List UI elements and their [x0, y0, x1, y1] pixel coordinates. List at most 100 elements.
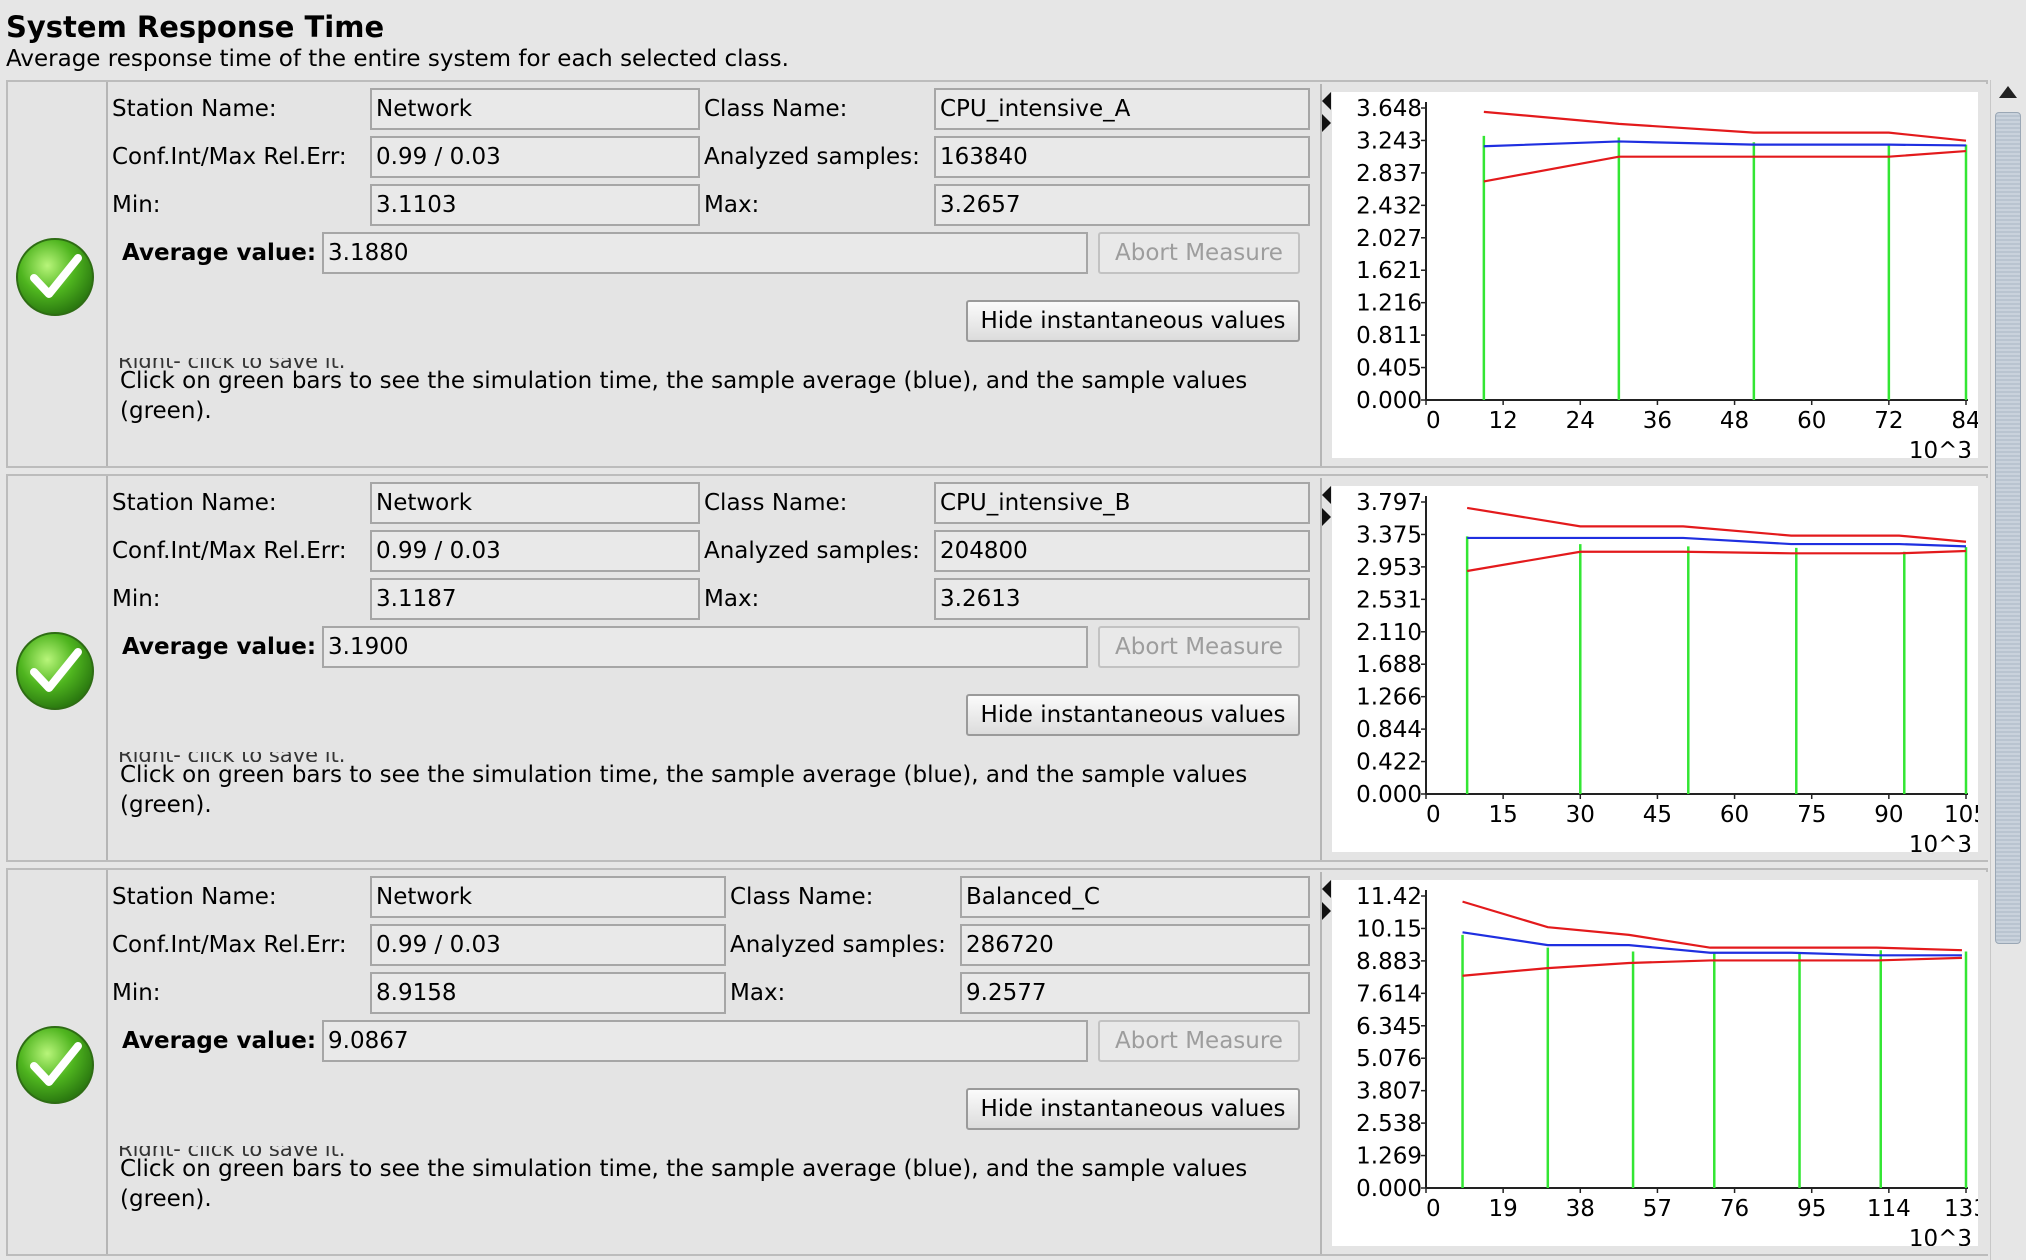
station-name-field: Network [370, 876, 726, 918]
response-time-chart[interactable]: 3.648 3.243 2.837 2.432 2.027 1.621 1.216 0.811… [1332, 92, 1978, 458]
max-label: Max: [730, 980, 786, 1006]
y-tick-label: 2.538 [1356, 1111, 1422, 1137]
y-tick-label: 5.076 [1356, 1046, 1422, 1072]
hide-instantaneous-values-button[interactable]: Hide instantaneous values [966, 694, 1300, 736]
response-time-chart[interactable]: 11.42 10.15 8.883 7.614 6.345 5.076 3.807 2.538… [1332, 880, 1978, 1246]
measure-panel-3: Station Name: Network Class Name: Balanc… [6, 868, 1990, 1256]
chart-area: 3.648 3.243 2.837 2.432 2.027 1.621 1.216 0.811… [1320, 84, 1990, 466]
series-line [1462, 956, 1962, 977]
y-tick-label: 10.15 [1356, 916, 1422, 942]
x-tick-label: 0 [1426, 1196, 1441, 1222]
max-label: Max: [704, 586, 760, 612]
x-tick-label: 36 [1643, 408, 1672, 434]
y-tick-label: 0.811 [1356, 323, 1422, 349]
vertical-scrollbar[interactable] [1990, 80, 2025, 1260]
average-value-field: 9.0867 [322, 1020, 1088, 1062]
class-name-field: CPU_intensive_B [934, 482, 1310, 524]
series-line [1483, 140, 1967, 148]
station-name-label: Station Name: [112, 96, 277, 122]
page-title: System Response Time [6, 10, 385, 44]
abort-measure-button[interactable]: Abort Measure [1098, 1020, 1300, 1062]
x-tick-label: 114 [1867, 1196, 1911, 1222]
y-tick-label: 1.269 [1356, 1144, 1422, 1170]
min-field: 3.1187 [370, 578, 700, 620]
scroll-thumb[interactable] [1995, 112, 2021, 944]
station-name-field: Network [370, 482, 700, 524]
x-tick-label: 75 [1797, 802, 1826, 828]
station-name-label: Station Name: [112, 884, 277, 910]
scroll-up-arrow-icon[interactable] [1999, 86, 2017, 98]
collapse-left-arrow-icon[interactable] [1322, 486, 1331, 504]
y-tick-label: 0.844 [1356, 717, 1422, 743]
conf-int-label: Conf.Int/Max Rel.Err: [112, 538, 347, 564]
y-tick-label: 11.42 [1356, 884, 1422, 910]
save-hint-text: Right- click to save it. [118, 752, 345, 762]
station-name-field: Network [370, 88, 700, 130]
status-column [8, 870, 108, 1254]
min-field: 3.1103 [370, 184, 700, 226]
y-tick-label: 3.243 [1356, 128, 1422, 154]
checkmark-success-icon [16, 238, 94, 316]
y-tick-label: 2.432 [1356, 193, 1422, 219]
series-line [1483, 110, 1967, 142]
series-line [1466, 549, 1967, 573]
help-text: Click on green bars to see the simulatio… [120, 1156, 1248, 1212]
y-tick-label: 0.000 [1356, 1176, 1422, 1202]
conf-int-field: 0.99 / 0.03 [370, 530, 700, 572]
chart-background [1332, 92, 1978, 458]
y-tick-label: 2.110 [1356, 620, 1422, 646]
expand-right-arrow-icon[interactable] [1322, 114, 1331, 132]
expand-right-arrow-icon[interactable] [1322, 902, 1331, 920]
class-name-label: Class Name: [704, 96, 848, 122]
y-tick-label: 2.953 [1356, 555, 1422, 581]
hide-instantaneous-values-button[interactable]: Hide instantaneous values [966, 1088, 1300, 1130]
min-label: Min: [112, 586, 161, 612]
abort-measure-button[interactable]: Abort Measure [1098, 626, 1300, 668]
y-tick-label: 2.837 [1356, 161, 1422, 187]
analyzed-samples-field: 286720 [960, 924, 1310, 966]
y-tick-label: 7.614 [1356, 981, 1422, 1007]
hide-instantaneous-values-button[interactable]: Hide instantaneous values [966, 300, 1300, 342]
conf-int-field: 0.99 / 0.03 [370, 136, 700, 178]
y-tick-label: 1.688 [1356, 652, 1422, 678]
y-tick-label: 3.797 [1356, 490, 1422, 516]
x-tick-label: 57 [1643, 1196, 1672, 1222]
status-column [8, 476, 108, 860]
save-hint-text: Right- click to save it. [118, 358, 345, 368]
y-tick-label: 1.621 [1356, 258, 1422, 284]
chart-area: 11.42 10.15 8.883 7.614 6.345 5.076 3.807 2.538… [1320, 872, 1990, 1254]
x-tick-label: 84 [1951, 408, 1978, 434]
measure-panel-1: Station Name: Network Class Name: CPU_in… [6, 80, 1990, 468]
checkmark-success-icon [16, 1026, 94, 1104]
analyzed-samples-field: 163840 [934, 136, 1310, 178]
chart-background [1332, 486, 1978, 852]
analyzed-samples-label: Analyzed samples: [704, 538, 920, 564]
y-tick-label: 2.027 [1356, 226, 1422, 252]
collapse-left-arrow-icon[interactable] [1322, 880, 1331, 898]
analyzed-samples-label: Analyzed samples: [704, 144, 920, 170]
abort-measure-button[interactable]: Abort Measure [1098, 232, 1300, 274]
measure-panel-2: Station Name: Network Class Name: CPU_in… [6, 474, 1990, 862]
status-column [8, 82, 108, 466]
x-tick-label: 15 [1489, 802, 1518, 828]
x-tick-label: 0 [1426, 802, 1441, 828]
average-value-field: 3.1900 [322, 626, 1088, 668]
class-name-field: CPU_intensive_A [934, 88, 1310, 130]
y-tick-label: 2.531 [1356, 587, 1422, 613]
conf-int-label: Conf.Int/Max Rel.Err: [112, 144, 347, 170]
x-tick-label: 105 [1944, 802, 1978, 828]
x-tick-label: 45 [1643, 802, 1672, 828]
series-line [1467, 536, 1967, 548]
collapse-left-arrow-icon[interactable] [1322, 92, 1331, 110]
chart-area: 3.797 3.375 2.953 2.531 2.110 1.688 1.266 0.844… [1320, 478, 1990, 860]
min-label: Min: [112, 980, 161, 1006]
min-field: 8.9158 [370, 972, 726, 1014]
x-tick-label: 12 [1489, 408, 1518, 434]
station-name-label: Station Name: [112, 490, 277, 516]
response-time-chart[interactable]: 3.797 3.375 2.953 2.531 2.110 1.688 1.266 0.844… [1332, 486, 1978, 852]
max-field: 3.2613 [934, 578, 1310, 620]
x-unit-label: 10^3 [1909, 1226, 1972, 1246]
expand-right-arrow-icon[interactable] [1322, 508, 1331, 526]
y-tick-label: 8.883 [1356, 949, 1422, 975]
y-tick-label: 3.807 [1356, 1079, 1422, 1105]
